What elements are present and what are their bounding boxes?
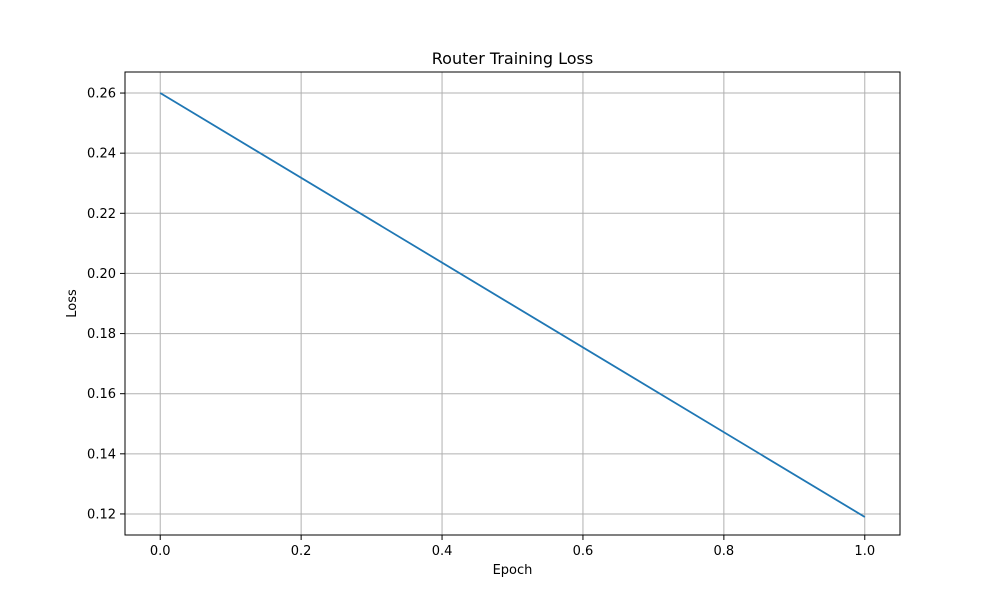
plot-area-frame [124,71,901,536]
y-tick-label: 0.22 [87,207,116,222]
y-tick-label: 0.18 [87,327,116,342]
y-tick-label: 0.16 [87,387,116,402]
y-tick-label: 0.20 [87,267,116,282]
x-tick-label: 0.4 [432,544,453,559]
x-tick-label: 0.0 [150,544,171,559]
y-tick-label: 0.12 [87,507,116,522]
x-tick-label: 1.0 [854,544,875,559]
y-tick-label: 0.24 [87,147,116,162]
y-axis-label: Loss [65,289,80,318]
x-tick-label: 0.8 [714,544,735,559]
x-tick-label: 0.2 [291,544,312,559]
y-tick-label: 0.26 [87,87,116,102]
x-tick-label: 0.6 [573,544,594,559]
x-axis-ticks: 0.0 0.2 0.4 0.6 0.8 1.0 [150,535,875,559]
y-axis-ticks: 0.12 0.14 0.16 0.18 0.20 0.22 0.24 0.26 [87,87,125,522]
series-line [159,92,866,518]
grid [125,72,900,535]
chart-title: Router Training Loss [432,49,593,68]
series-layer [159,92,866,518]
y-tick-label: 0.14 [87,447,116,462]
x-axis-label: Epoch [493,563,533,578]
